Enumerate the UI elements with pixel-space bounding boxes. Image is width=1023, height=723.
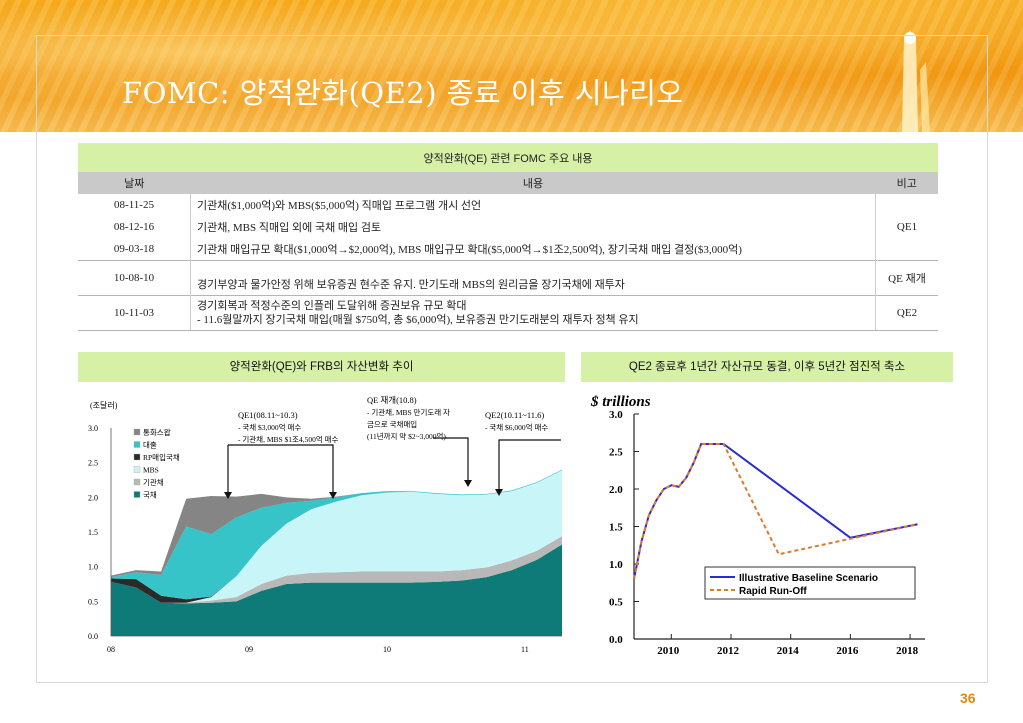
- x-tick-label: 2012: [717, 645, 740, 657]
- header-content: 내용: [190, 172, 876, 194]
- annotation-arrows: [227, 437, 561, 496]
- y-tick-label: 2.5: [609, 447, 623, 459]
- slide-frame: [36, 35, 988, 683]
- y-tick-label: 0.0: [609, 634, 623, 646]
- slide-title: FOMC: 양적완화(QE2) 종료 이후 시나리오: [122, 76, 684, 110]
- legend-swatch: [133, 428, 141, 436]
- legend-label: 국채: [143, 490, 157, 500]
- arrow-head: [495, 489, 503, 496]
- right-chart-caption: QE2 종료후 1년간 자산규모 동결, 이후 5년간 점진적 축소: [581, 352, 953, 382]
- annotation-qe1-line: - 기관채, MBS $1조4,500억 매수: [238, 434, 338, 444]
- right-unit-label: $ trillions: [590, 394, 651, 410]
- x-tick-label: 10: [383, 645, 391, 654]
- y-tick-label: 2.0: [609, 484, 623, 496]
- legend-label: 기관채: [143, 477, 164, 487]
- x-tick-label: 11: [521, 645, 529, 654]
- row-date: 08-12-16: [78, 216, 191, 238]
- legend-label: RP매입국채: [143, 452, 180, 462]
- y-tick-label: 3.0: [609, 409, 623, 421]
- annotation-qe-restart-line: (11년까지 약 $2~3,000억): [367, 431, 446, 441]
- annotation-qe1-title: QE1(08.11~10.3): [238, 410, 298, 420]
- legend-label: 통화스왑: [143, 427, 171, 437]
- row-content: 기관채 매입규모 확대($1,000억→$2,000억), MBS 매입규모 확…: [197, 244, 742, 256]
- fomc-table: 양적완화(QE) 관련 FOMC 주요 내용 날짜 내용 비고 08-11-25…: [78, 143, 938, 331]
- table-row: 09-03-18 기관채 매입규모 확대($1,000억→$2,000억), M…: [78, 238, 938, 261]
- frb-assets-chart: (조달러) 3.0 2.5 2.0 1.5 1.0 0.5 0.0 08 09 10 11 통화스왑…: [78, 388, 568, 660]
- row-date: 09-03-18: [78, 238, 191, 261]
- area-series-group: [111, 469, 562, 636]
- y-tick-label: 0.5: [88, 597, 98, 606]
- annotation-qe2-line: - 국채 $6,000억 매수: [485, 422, 548, 432]
- legend-label-runoff: Rapid Run-Off: [739, 586, 807, 597]
- legend-swatch: [133, 478, 141, 486]
- legend-swatch: [133, 453, 141, 461]
- header-date: 날짜: [78, 172, 191, 194]
- left-chart-caption: 양적완화(QE)와 FRB의 자산변화 추이: [78, 352, 565, 382]
- y-tick-label: 0.5: [609, 597, 623, 609]
- area-국채: [111, 544, 562, 636]
- arrow-head: [224, 492, 232, 499]
- y-tick-label: 1.5: [609, 522, 623, 534]
- y-tick-label: 1.0: [609, 559, 623, 571]
- area-기관채: [111, 536, 562, 604]
- x-tick-label: 2018: [896, 645, 919, 657]
- legend-label: MBS: [143, 466, 159, 475]
- row-content: 경기회복과 적정수준의 인플레 도달위해 증권보유 규모 확대 - 11.6월말…: [190, 295, 876, 331]
- x-tick-label: 08: [107, 645, 115, 654]
- row-note: QE2: [875, 295, 938, 331]
- row-content-line: - 11.6월말까지 장기국채 매입(매월 $750억, 총 $6,000억),…: [197, 314, 639, 326]
- header-note: 비고: [875, 172, 938, 194]
- series-baseline: [633, 443, 918, 580]
- y-tick-label: 2.0: [88, 493, 98, 502]
- annotation-qe2-title: QE2(10.11~11.6): [485, 410, 544, 420]
- table-row: 08-11-25 기관채($1,000억)와 MBS($5,000억) 직매입 …: [78, 194, 938, 261]
- row-date: 10-11-03: [78, 295, 191, 331]
- x-tick-label: 2010: [657, 645, 680, 657]
- x-tick-label: 2016: [836, 645, 859, 657]
- legend-label: 대출: [143, 440, 157, 450]
- y-tick-label: 0.0: [88, 632, 98, 641]
- area-MBS: [111, 470, 562, 603]
- table-header-row: 날짜 내용 비고: [78, 172, 938, 194]
- table-row: 10-11-03 경기회복과 적정수준의 인플레 도달위해 증권보유 규모 확대…: [78, 295, 938, 331]
- row-note: QE 재개: [875, 260, 938, 296]
- page-number: 36: [960, 690, 976, 706]
- table-row: 08-12-16 기관채, MBS 직매입 외에 국채 매입 검토: [78, 216, 938, 238]
- x-tick-label: 09: [245, 645, 253, 654]
- y-tick-label: 1.0: [88, 563, 98, 572]
- y-tick-label: 2.5: [88, 459, 98, 468]
- row-note: QE1: [875, 194, 938, 261]
- x-tick-label: 2014: [777, 645, 800, 657]
- legend-swatch: [133, 491, 141, 498]
- table-caption: 양적완화(QE) 관련 FOMC 주요 내용: [78, 143, 938, 172]
- annotation-qe-restart-line: - 기관채, MBS 만기도래 자: [367, 407, 450, 417]
- area-통화스왑: [111, 469, 562, 578]
- row-date: 10-08-10: [78, 260, 191, 296]
- area-대출: [111, 469, 562, 600]
- legend-label-baseline: Illustrative Baseline Scenario: [739, 573, 878, 584]
- arrow-head: [329, 492, 337, 499]
- legend-swatch: [133, 441, 141, 448]
- y-tick-label: 3.0: [88, 424, 98, 433]
- annotation-qe1-line: - 국채 $3,000억 매수: [238, 422, 301, 432]
- left-unit-label: (조달러): [90, 401, 118, 410]
- tower-graphic: [902, 30, 930, 132]
- balance-sheet-scenario-chart: $ trillions 3.0 2.5 2.0 1.5 1.0 0.5 0.0 2010 201…: [585, 388, 955, 660]
- y-tick-label: 1.5: [88, 528, 98, 537]
- annotation-qe-restart-title: QE 재개(10.8): [367, 395, 417, 405]
- header-banner: [0, 0, 1023, 132]
- legend-swatch: [133, 466, 141, 473]
- annotation-qe-restart-line: 금으로 국채매입: [367, 419, 417, 429]
- row-content: 기관채($1,000억)와 MBS($5,000억) 직매입 프로그램 개시 선…: [197, 200, 482, 212]
- legend-box: [704, 566, 916, 600]
- right-legend: Illustrative Baseline Scenario Rapid Run…: [704, 566, 916, 600]
- table-row: 10-08-10 경기부양과 물가안정 위해 보유증권 현수준 유지. 만기도래…: [78, 260, 938, 296]
- row-date: 08-11-25: [78, 194, 191, 216]
- row-content-line: 경기회복과 적정수준의 인플레 도달위해 증권보유 규모 확대: [197, 300, 467, 312]
- arrow-head: [464, 480, 472, 487]
- row-content: 기관채, MBS 직매입 외에 국채 매입 검토: [197, 222, 382, 234]
- row-content: 경기부양과 물가안정 위해 보유증권 현수준 유지. 만기도래 MBS의 원리금…: [190, 260, 876, 296]
